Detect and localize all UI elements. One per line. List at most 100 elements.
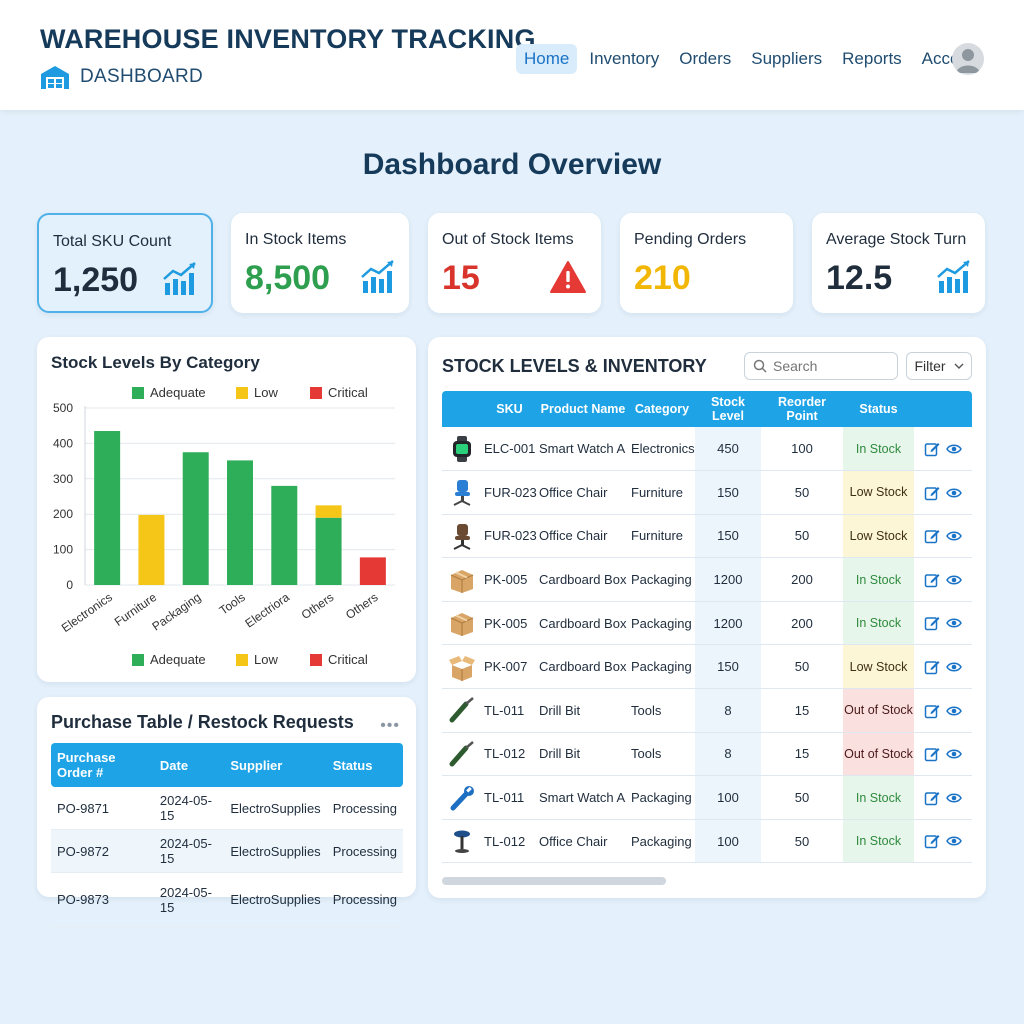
view-eye-icon[interactable] (946, 485, 962, 501)
sku-cell: PK-005 (482, 557, 537, 602)
reorder-point-cell: 50 (761, 514, 843, 559)
more-options-icon[interactable]: ••• (380, 717, 400, 734)
status-badge: In Stock (843, 427, 914, 472)
horizontal-scrollbar[interactable] (442, 877, 666, 885)
product-name-cell: Smart Watch A (537, 775, 629, 820)
x-tick-label: Others (343, 590, 381, 622)
kpi-label: Average Stock Turn (826, 231, 967, 248)
table-row[interactable]: TL-012 Drill Bit Tools 8 15 Out of Stock (442, 732, 972, 777)
table-row[interactable]: TL-012 Office Chair Packaging 100 50 In Stock (442, 819, 972, 864)
sku-cell: TL-011 (482, 775, 537, 820)
bar-adequate (271, 485, 298, 585)
nav-reports[interactable]: Reports (842, 49, 902, 68)
nav-inventory[interactable]: Inventory (589, 49, 660, 68)
drill-bit-icon (449, 741, 474, 767)
view-eye-icon[interactable] (946, 703, 962, 719)
nav-suppliers[interactable]: Suppliers (751, 49, 823, 68)
table-row[interactable]: FUR-023 Office Chair Furniture 150 50 Low Sto… (442, 470, 972, 515)
search-box[interactable] (744, 352, 898, 380)
row-actions (914, 819, 972, 864)
view-eye-icon[interactable] (946, 572, 962, 588)
table-row[interactable]: PO-9871 2024-05-15 ElectroSupplies Proce… (51, 787, 403, 830)
kpi-out-of-stock[interactable]: Out of Stock Items 15 (428, 213, 601, 313)
trend-up-chart-icon (937, 260, 970, 293)
category-cell: Packaging (629, 775, 695, 820)
edit-icon[interactable] (924, 790, 940, 806)
column-header-actions (914, 391, 972, 427)
po-supplier: ElectroSupplies (224, 872, 327, 927)
table-row[interactable]: FUR-023 Office Chair Furniture 150 50 Low Sto… (442, 514, 972, 559)
view-eye-icon[interactable] (946, 746, 962, 762)
po-date: 2024-05-15 (153, 872, 225, 927)
bar-low (138, 514, 165, 585)
view-eye-icon[interactable] (946, 659, 962, 675)
table-row[interactable]: TL-011 Drill Bit Tools 8 15 Out of Stock (442, 688, 972, 733)
column-header[interactable]: Status (326, 743, 403, 787)
kpi-pending-orders[interactable]: Pending Orders 210 (620, 213, 793, 313)
po-number: PO-9872 (51, 829, 154, 873)
legend-item-top: Adequate (150, 385, 206, 400)
status-badge: Low Stock (843, 644, 914, 690)
nav-orders[interactable]: Orders (679, 49, 732, 68)
table-header-row: SKU Product Name Category Stock Level Re… (442, 391, 972, 427)
avatar[interactable] (952, 43, 984, 75)
column-header[interactable]: Status (843, 391, 914, 427)
bar-adequate (94, 431, 121, 585)
table-row[interactable]: PK-005 Cardboard Box Packaging 1200 200 In St… (442, 601, 972, 646)
edit-icon[interactable] (924, 441, 940, 457)
nav-home[interactable]: Home (516, 44, 578, 74)
table-row[interactable]: PO-9873 2024-05-15 ElectroSupplies Proce… (51, 872, 403, 927)
kpi-value: 15 (442, 259, 480, 297)
kpi-average-stock-turn[interactable]: Average Stock Turn 12.5 (812, 213, 985, 313)
view-eye-icon[interactable] (946, 528, 962, 544)
edit-icon[interactable] (924, 659, 940, 675)
filter-button[interactable]: Filter (906, 352, 972, 380)
top-header: WAREHOUSE INVENTORY TRACKING DASHBOARD H… (0, 0, 1024, 110)
edit-icon[interactable] (924, 746, 940, 762)
purchase-table: Purchase Order # Date Supplier Status PO… (51, 743, 403, 927)
y-tick-label: 500 (53, 401, 73, 415)
product-thumbnail (442, 601, 482, 646)
column-header[interactable]: SKU (482, 391, 537, 427)
edit-icon[interactable] (924, 615, 940, 631)
breadcrumb: DASHBOARD (40, 64, 203, 90)
status-badge: Low Stock (843, 514, 914, 559)
kpi-total-sku[interactable]: Total SKU Count 1,250 (37, 213, 213, 313)
office-chair-brown-icon (453, 523, 471, 550)
x-tick-label: Electriora (242, 590, 292, 631)
column-header[interactable]: Category (629, 391, 695, 427)
view-eye-icon[interactable] (946, 833, 962, 849)
table-row[interactable]: ELC-001 Smart Watch A Electronics 450 100 In … (442, 427, 972, 472)
table-row[interactable]: PK-005 Cardboard Box Packaging 1200 200 In St… (442, 557, 972, 602)
user-icon (956, 49, 980, 73)
view-eye-icon[interactable] (946, 441, 962, 457)
edit-icon[interactable] (924, 703, 940, 719)
table-row[interactable]: PO-9872 2024-05-15 ElectroSupplies Proce… (51, 829, 403, 873)
page-title: Dashboard Overview (362, 148, 662, 181)
view-eye-icon[interactable] (946, 790, 962, 806)
inventory-table: SKU Product Name Category Stock Level Re… (442, 391, 972, 864)
stock-level-cell: 8 (695, 688, 761, 733)
edit-icon[interactable] (924, 833, 940, 849)
sku-cell: TL-011 (482, 688, 537, 733)
column-header[interactable]: Date (153, 743, 225, 787)
column-header[interactable]: Stock Level (695, 391, 761, 427)
legend-swatch (132, 654, 144, 666)
edit-icon[interactable] (924, 572, 940, 588)
x-tick-label: Packaging (149, 590, 203, 634)
column-header[interactable]: Reorder Point (761, 391, 843, 427)
product-name-cell: Office Chair (537, 470, 629, 515)
edit-icon[interactable] (924, 528, 940, 544)
column-header[interactable]: Supplier (224, 743, 327, 787)
table-row[interactable]: TL-011 Smart Watch A Packaging 100 50 In Stoc… (442, 775, 972, 820)
reorder-point-cell: 50 (761, 819, 843, 864)
column-header[interactable]: Purchase Order # (51, 743, 154, 787)
search-input[interactable] (773, 358, 883, 374)
edit-icon[interactable] (924, 485, 940, 501)
category-cell: Furniture (629, 514, 695, 559)
column-header[interactable]: Product Name (537, 391, 629, 427)
legend-item-top: Critical (328, 385, 368, 400)
table-row[interactable]: PK-007 Cardboard Box Packaging 150 50 Low Sto… (442, 644, 972, 690)
kpi-in-stock[interactable]: In Stock Items 8,500 (231, 213, 409, 313)
view-eye-icon[interactable] (946, 615, 962, 631)
